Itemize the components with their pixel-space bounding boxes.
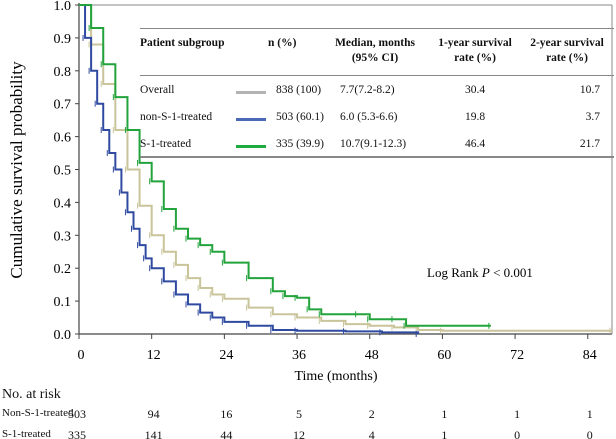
x-axis-label: Time (months) xyxy=(294,369,377,384)
th-1yr: 1-year survival rate (%) xyxy=(438,37,512,64)
row-1yr: 19.8 xyxy=(464,111,486,123)
y-tick-label: 0.4 xyxy=(54,196,72,211)
x-tick-label: 84 xyxy=(583,348,597,363)
y-tick-label: 0.9 xyxy=(54,32,72,47)
x-tick-label: 12 xyxy=(147,348,161,363)
at-risk-value: 94 xyxy=(147,407,160,421)
y-tick-label: 1.0 xyxy=(54,0,72,14)
at-risk-value: 2 xyxy=(368,407,375,421)
y-tick-label: 0.2 xyxy=(54,262,72,277)
row-median: 7.7(7.2-8.2) xyxy=(340,84,395,96)
y-tick-label: 0.7 xyxy=(54,98,72,113)
x-tick-label: 36 xyxy=(292,348,306,363)
row-1yr: 46.4 xyxy=(464,138,486,150)
row-n: 335 (39.9) xyxy=(276,138,324,150)
at-risk-value: 5 xyxy=(296,407,303,421)
at-risk-value: 0 xyxy=(586,428,593,439)
at-risk-value: 44 xyxy=(220,428,233,439)
th-2yr: 2-year survival rate (%) xyxy=(530,37,604,64)
at-risk-value: 141 xyxy=(144,428,163,439)
at-risk-value: 0 xyxy=(514,428,521,439)
x-tick-label: 24 xyxy=(219,348,233,363)
x-tick-label: 0 xyxy=(78,348,85,363)
at-risk-value: 1 xyxy=(514,407,521,421)
at-risk-label: Non-S-1-treated xyxy=(2,407,74,419)
legend-line xyxy=(236,91,266,94)
row-1yr: 30.4 xyxy=(464,84,486,96)
y-tick-label: 0.6 xyxy=(54,131,72,146)
th-median: Median, months (95% CI) xyxy=(335,37,415,64)
row-group: Overall xyxy=(140,84,175,96)
y-tick-label: 0.1 xyxy=(54,295,72,310)
y-axis-label: Cumulative survival probability xyxy=(7,61,26,279)
at-risk-value: 12 xyxy=(293,428,306,439)
legend-line xyxy=(236,145,266,148)
th-group: Patient subgroup xyxy=(140,37,225,49)
th-n: n (%) xyxy=(268,37,297,49)
at-risk-value: 1 xyxy=(441,428,448,439)
km-curve-overall xyxy=(79,4,612,332)
row-n: 503 (60.1) xyxy=(276,111,324,123)
row-median: 10.7(9.1-12.3) xyxy=(340,138,407,150)
y-tick-label: 0.8 xyxy=(54,65,72,80)
y-tick-label: 0.0 xyxy=(54,328,72,343)
row-group: non-S-1-treated xyxy=(140,111,213,123)
y-tick-label: 0.5 xyxy=(54,164,72,179)
log-rank-annotation: Log Rank P < 0.001 xyxy=(427,265,533,280)
km-curve-non-s-1-treated xyxy=(79,4,420,334)
at-risk-value: 503 xyxy=(68,407,86,421)
row-group: S-1-treated xyxy=(140,138,192,150)
legend-line xyxy=(236,118,266,121)
x-tick-label: 48 xyxy=(365,348,379,363)
row-median: 6.0 (5.3-6.6) xyxy=(340,111,398,123)
at-risk-value: 1 xyxy=(586,407,593,421)
row-2yr: 21.7 xyxy=(579,138,600,150)
x-tick-label: 60 xyxy=(437,348,451,363)
at-risk-value: 4 xyxy=(368,428,375,439)
x-tick-label: 72 xyxy=(510,348,524,363)
at-risk-value: 16 xyxy=(220,407,233,421)
at-risk-label: S-1-treated xyxy=(2,428,51,439)
at-risk-value: 1 xyxy=(441,407,448,421)
y-tick-label: 0.3 xyxy=(54,229,72,244)
row-n: 838 (100) xyxy=(276,84,322,96)
at-risk-title: No. at risk xyxy=(2,387,61,402)
row-2yr: 3.7 xyxy=(585,111,600,123)
at-risk-value: 335 xyxy=(68,428,86,439)
row-2yr: 10.7 xyxy=(579,84,600,96)
km-curve-s-1-treated xyxy=(79,4,491,327)
